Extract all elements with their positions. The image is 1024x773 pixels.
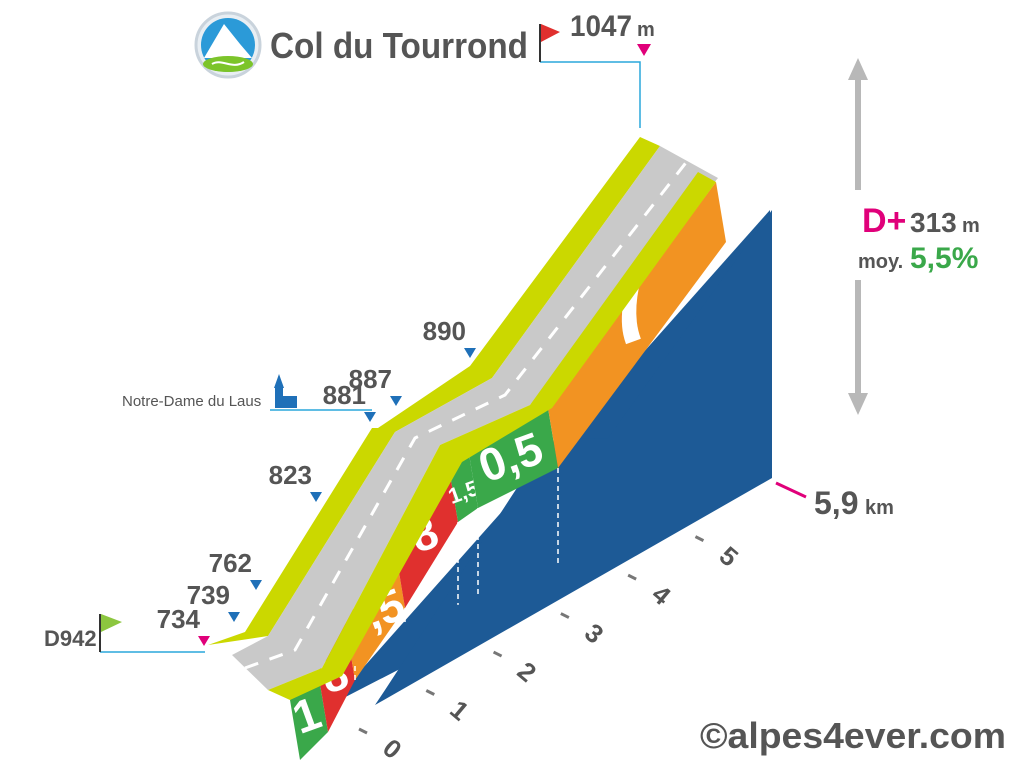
altitude-marker-icon [228, 612, 240, 622]
x-tick-label: 2 [512, 656, 542, 688]
profile-front-blue [375, 210, 772, 705]
avg-label: moy. [858, 251, 903, 273]
distance-unit: km [865, 497, 894, 519]
altitude-label: 739 [187, 580, 230, 610]
x-tick-mark [694, 535, 705, 542]
altitude-marker-icon [464, 348, 476, 358]
x-tick-label: 5 [714, 540, 744, 572]
altitude-marker-icon [198, 636, 210, 646]
road-left-verge [208, 137, 660, 645]
road-surface [232, 146, 718, 690]
dplus-value: 313 [910, 207, 957, 238]
avg-value: 5,5% [910, 242, 978, 275]
altitude-label: 881 [323, 380, 366, 410]
x-tick-label: 4 [646, 579, 677, 612]
mountain-logo-icon [194, 11, 262, 79]
altitude-label: 887 [349, 364, 392, 394]
altitude-marker-icon [250, 580, 262, 590]
x-tick-mark [358, 727, 368, 735]
x-tick-label: 1 [444, 694, 474, 726]
altitude-marker-icon [310, 492, 322, 502]
grade-segment [395, 462, 458, 608]
summit-unit: m [637, 19, 655, 41]
copyright: ©alpes4ever.com [700, 715, 1006, 756]
altitude-label: 734 [157, 604, 201, 634]
landmark-label: Notre-Dame du Laus [122, 393, 261, 410]
grade-segment [468, 408, 558, 508]
x-tick-mark [560, 612, 570, 619]
distance-value: 5,9 [814, 485, 858, 521]
x-tick-mark [492, 650, 503, 658]
start-flag-icon [99, 614, 122, 652]
dplus-label: D+ [862, 202, 906, 240]
km-dashes [354, 468, 559, 680]
x-tick-label: 0 [377, 733, 407, 765]
vertical-arrow [840, 58, 876, 415]
start-road-label: D942 [44, 626, 97, 651]
altitude-marker-icon [390, 396, 402, 406]
summit-connector [540, 61, 641, 128]
page-title: Col du Tourrond [270, 25, 528, 66]
summit-flag-icon [539, 24, 560, 62]
distance-connector [775, 481, 807, 499]
dplus-unit: m [962, 215, 980, 237]
altitude-label: 762 [209, 548, 252, 578]
church-icon [274, 374, 297, 408]
summit-altitude: 1047 [570, 10, 632, 43]
x-tick-label: 3 [579, 617, 609, 649]
x-tick-mark [425, 689, 435, 696]
road-center-line [244, 159, 690, 670]
altitude-label: 890 [423, 316, 466, 346]
altitude-label: 823 [269, 460, 312, 490]
summit-marker-icon [637, 44, 651, 56]
road-right-verge [268, 172, 716, 700]
altitude-marker-icon [364, 412, 376, 422]
x-tick-mark [627, 573, 637, 581]
grade-segment [548, 182, 726, 468]
